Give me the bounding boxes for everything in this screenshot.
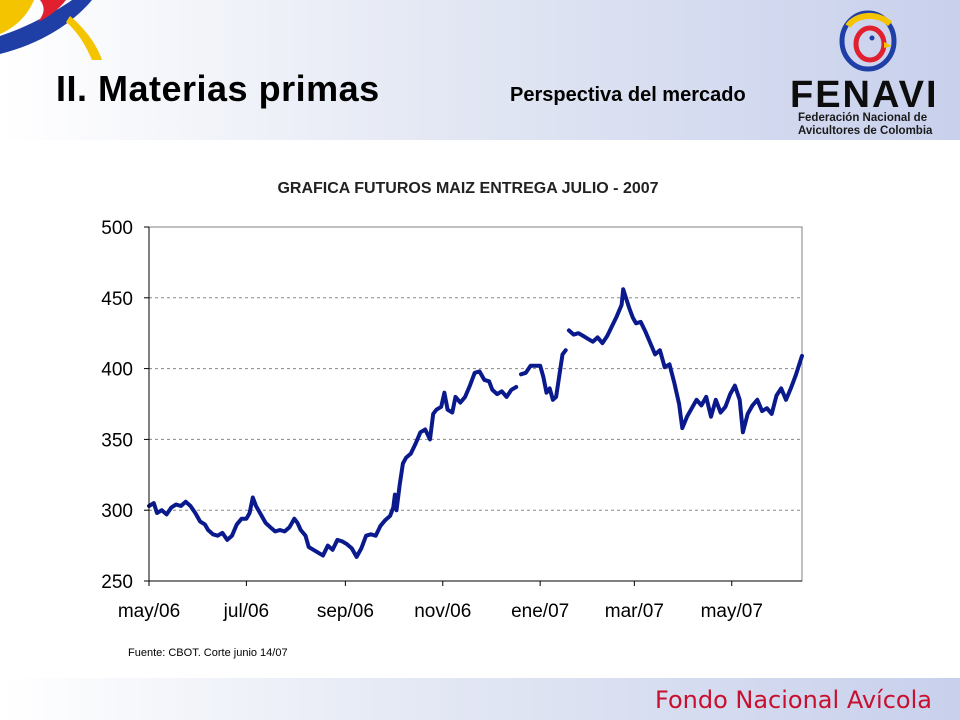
fenavi-line2: Avicultores de Colombia: [798, 125, 933, 137]
y-tick-label-500: 500: [101, 218, 133, 239]
x-tick-label-jul/06: jul/06: [223, 601, 269, 622]
x-tick-label-sep/06: sep/06: [317, 601, 374, 622]
y-tick-label-400: 400: [101, 360, 133, 381]
logo-swoosh-yellow-2: [66, 16, 102, 60]
footer-brand: Fondo Nacional Avícola: [655, 686, 932, 714]
logo-swoosh-yellow: [0, 0, 34, 34]
y-tick-label-250: 250: [101, 572, 133, 593]
page-subtitle: Perspectiva del mercado: [510, 84, 746, 106]
y-tick-label-450: 450: [101, 289, 133, 310]
fenavi-logo: FENAVI Federación Nacional de Avicultore…: [790, 8, 950, 137]
x-tick-label-mar/07: mar/07: [605, 601, 664, 622]
page-title: II. Materias primas: [56, 68, 380, 109]
x-tick-label-ene/07: ene/07: [511, 601, 569, 622]
corner-logo: [0, 0, 102, 60]
logo-swoosh-blue: [0, 0, 92, 54]
series-line-2: [519, 348, 568, 402]
source-note: Fuente: CBOT. Corte junio 14/07: [128, 647, 288, 659]
y-tick-label-350: 350: [101, 430, 133, 451]
header-band: [0, 0, 960, 140]
chart-title: GRAFICA FUTUROS MAIZ ENTREGA JULIO - 200…: [277, 180, 659, 197]
x-tick-label-may/06: may/06: [118, 601, 180, 622]
fenavi-emblem-icon: [839, 10, 897, 72]
fenavi-wordmark: FENAVI: [790, 74, 939, 116]
y-tick-label-300: 300: [101, 501, 133, 522]
series-line-3: [566, 287, 804, 435]
x-tick-label-may/07: may/07: [701, 601, 763, 622]
footer-band: [0, 678, 960, 720]
fenavi-line1: Federación Nacional de: [798, 112, 928, 124]
axis-layer: 250 300 350 400 450 500 may/06 jul/06 sep/06 nov/…: [101, 218, 802, 622]
series-line-1: [147, 369, 519, 559]
x-tick-label-nov/06: nov/06: [414, 601, 471, 622]
series-layer: [147, 287, 804, 559]
logo-swoosh-red: [38, 0, 66, 22]
